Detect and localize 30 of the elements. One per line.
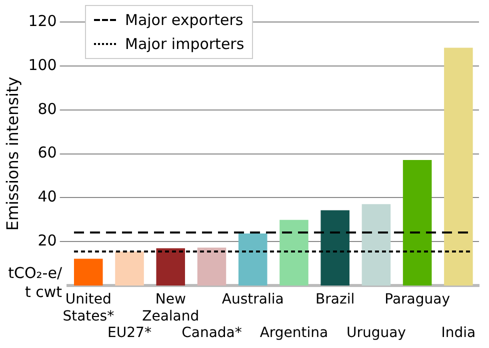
x-tick-label: Canada*	[182, 325, 242, 342]
y-tick-label: 40	[38, 188, 57, 206]
bar	[444, 48, 473, 286]
y-tick-label: 60	[38, 144, 57, 162]
bar	[156, 248, 186, 286]
x-tick-label: EU27*	[108, 325, 152, 342]
x-tick-label: New Zealand	[142, 292, 200, 324]
legend-label: Major exporters	[125, 10, 244, 31]
bar	[238, 234, 268, 286]
bar	[362, 204, 391, 286]
y-tick-label: 80	[38, 100, 57, 118]
x-tick-label: Australia	[222, 292, 284, 308]
x-tick-label: India	[441, 325, 476, 342]
y-axis-title: Emissions intensity	[2, 76, 22, 231]
bar	[197, 248, 226, 286]
bar	[320, 210, 350, 286]
legend-label: Major importers	[125, 34, 244, 55]
bar	[280, 220, 308, 286]
text: tCO₂-e/ t cwt	[7, 264, 62, 302]
x-tick-label: Uruguay	[346, 325, 406, 342]
x-tick-label: Brazil	[316, 292, 355, 308]
x-tick-label: Argentina	[260, 325, 328, 342]
bar	[115, 252, 144, 286]
bar	[402, 160, 432, 286]
y-tick-label: 120	[28, 12, 57, 30]
x-tick-label: Paraguay	[384, 292, 450, 308]
y-tick-label: 20	[38, 232, 57, 250]
y-tick-label: 100	[28, 56, 57, 74]
x-tick-label: United States*	[62, 292, 114, 324]
bar	[74, 258, 103, 286]
